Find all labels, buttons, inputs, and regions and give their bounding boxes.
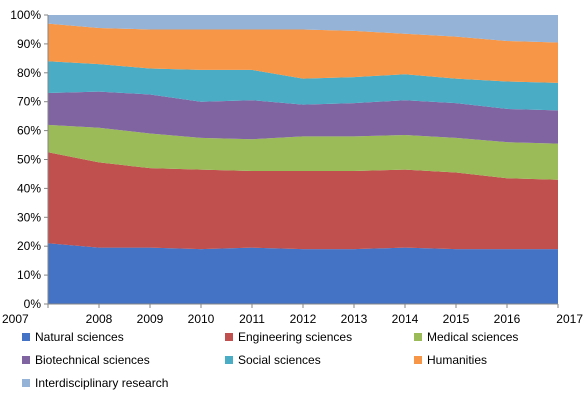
x-tick-label: 2012 bbox=[290, 312, 317, 326]
x-tick-label: 2017 bbox=[556, 312, 583, 326]
series-area-6 bbox=[48, 23, 558, 83]
y-tick-label: 90% bbox=[17, 37, 41, 51]
series-area-7 bbox=[48, 15, 558, 43]
series-area-3 bbox=[48, 124, 558, 180]
x-tick-label: 2014 bbox=[392, 312, 419, 326]
y-tick-label: 50% bbox=[17, 153, 41, 167]
y-tick-label: 100% bbox=[10, 8, 41, 22]
series-area-4 bbox=[48, 91, 558, 144]
x-tick-label: 2011 bbox=[239, 312, 265, 326]
x-tick-label: 2015 bbox=[443, 312, 470, 326]
y-tick-label: 70% bbox=[17, 95, 41, 109]
y-tick-label: 40% bbox=[17, 181, 41, 195]
y-axis-ticks: 0% 10% 20% 30% 40% 50% 60% 70% 80% 90% 100% bbox=[10, 8, 48, 311]
y-tick-label: 60% bbox=[17, 124, 41, 138]
y-tick-label: 20% bbox=[17, 239, 41, 253]
x-tick-label: 2009 bbox=[137, 312, 164, 326]
series-area-5 bbox=[48, 61, 558, 111]
series-area-1 bbox=[48, 243, 558, 304]
y-tick-label: 30% bbox=[17, 210, 41, 224]
x-tick-label: 2008 bbox=[86, 312, 113, 326]
x-axis-ticks: 2007 2008 2009 2010 2011 2012 2013 2014 2015 2016… bbox=[2, 304, 583, 326]
x-tick-label: 2013 bbox=[341, 312, 368, 326]
x-tick-label: 2016 bbox=[494, 312, 521, 326]
x-tick-label: 2010 bbox=[188, 312, 215, 326]
y-tick-label: 10% bbox=[17, 268, 41, 282]
series-area-2 bbox=[48, 152, 558, 250]
x-tick-label: 2007 bbox=[2, 312, 29, 326]
y-tick-label: 0% bbox=[24, 297, 42, 311]
y-tick-label: 80% bbox=[17, 66, 41, 80]
plot-area bbox=[48, 15, 558, 304]
